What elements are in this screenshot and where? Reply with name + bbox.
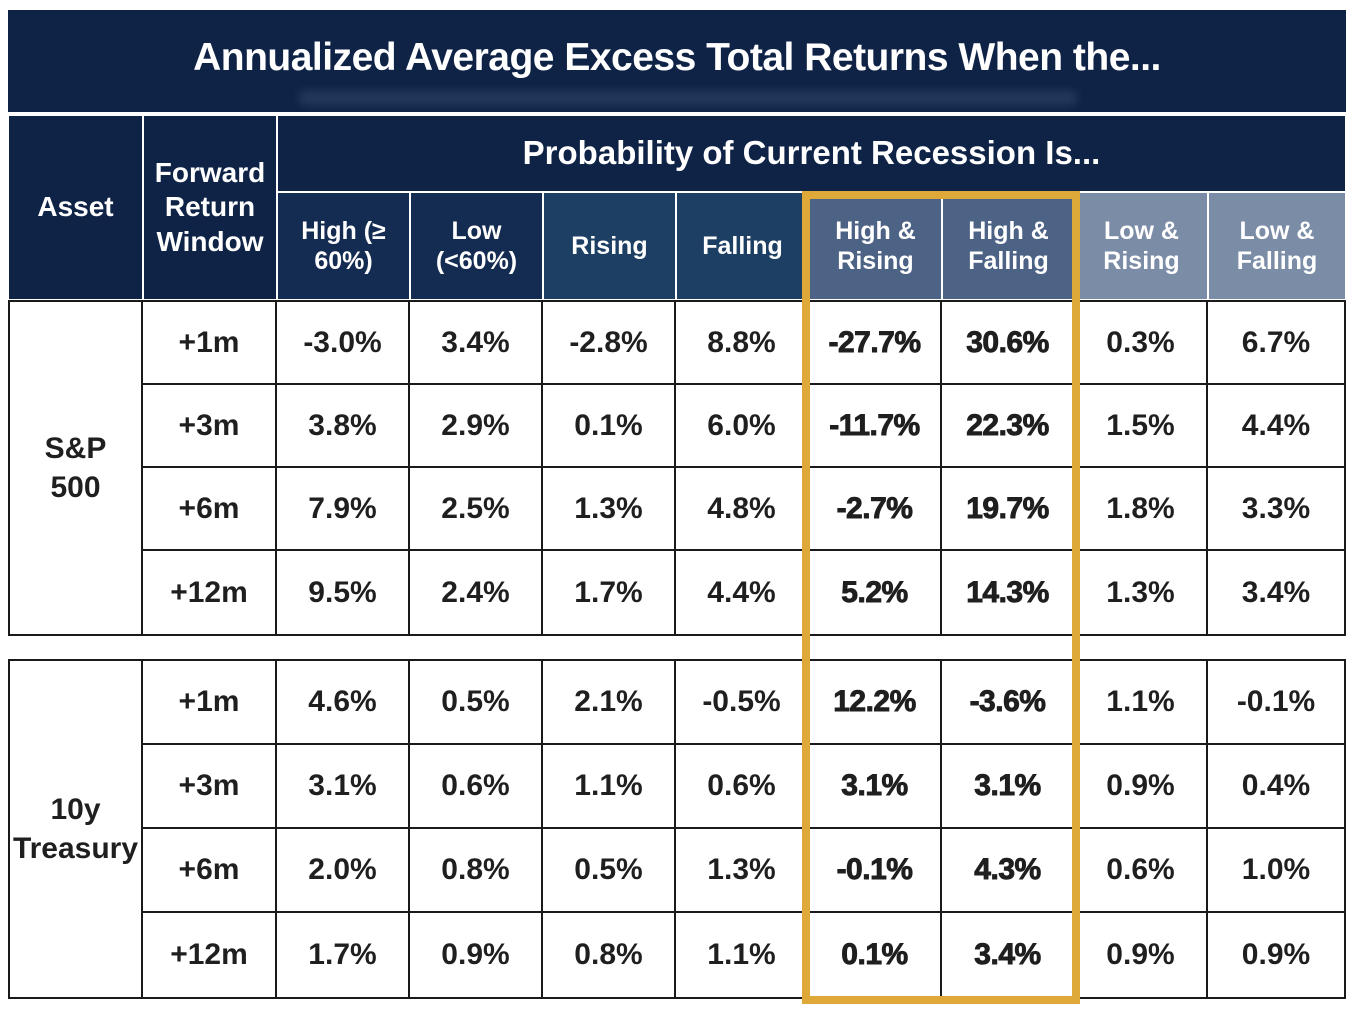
value-cell: 0.9% bbox=[410, 913, 543, 997]
value-cell: 2.4% bbox=[410, 551, 543, 634]
value-cell: 1.1% bbox=[676, 913, 809, 997]
value-cell: 7.9% bbox=[277, 468, 410, 551]
value-cell: -2.7% bbox=[809, 468, 942, 551]
forward-window-cell: +6m bbox=[143, 468, 277, 551]
value-cell: 1.1% bbox=[1075, 661, 1208, 745]
value-cell: 3.1% bbox=[277, 745, 410, 829]
sp500-table-block: S&P 500 +1m -3.0% 3.4% -2.8% 8.8% -27.7% 30.6%… bbox=[8, 300, 1346, 636]
forward-window-cell: +12m bbox=[143, 913, 277, 997]
forward-window-cell: +12m bbox=[143, 551, 277, 634]
column-header-low-rising: Low & Rising bbox=[1075, 192, 1208, 300]
forward-window-cell: +3m bbox=[143, 385, 277, 468]
value-cell: 8.8% bbox=[676, 302, 809, 385]
asset-cell-sp500: S&P 500 bbox=[10, 302, 143, 634]
value-cell: 1.5% bbox=[1075, 385, 1208, 468]
value-cell: -0.5% bbox=[676, 661, 809, 745]
value-cell: 2.9% bbox=[410, 385, 543, 468]
value-cell: 14.3% bbox=[942, 551, 1075, 634]
asset-cell-treasury: 10y Treasury bbox=[10, 661, 143, 997]
value-cell: 1.7% bbox=[543, 551, 676, 634]
value-cell: 0.3% bbox=[1075, 302, 1208, 385]
value-cell: 3.4% bbox=[1241, 575, 1311, 609]
value-cell: 3.4% bbox=[942, 913, 1075, 997]
value-cell: 0.8% bbox=[410, 829, 543, 913]
forward-return-window-header: Forward Return Window bbox=[143, 115, 277, 300]
value-cell: 0.5% bbox=[543, 829, 676, 913]
title-band: Annualized Average Excess Total Returns … bbox=[8, 10, 1346, 112]
value-cell: 2.0% bbox=[277, 829, 410, 913]
value-cell: 5.2% bbox=[809, 551, 942, 634]
value-cell: -3.0% bbox=[277, 302, 410, 385]
forward-window-cell: +1m bbox=[143, 661, 277, 745]
value-cell: 4.6% bbox=[277, 661, 410, 745]
value-cell: 3.1% bbox=[942, 745, 1075, 829]
table-header: Asset Forward Return Window Probability … bbox=[8, 115, 1346, 300]
value-cell: -2.8% bbox=[543, 302, 676, 385]
value-cell: 6.7% bbox=[1208, 302, 1344, 385]
value-cell: 12.2% bbox=[809, 661, 942, 745]
column-header-rising: Rising bbox=[543, 192, 676, 300]
forward-window-cell: +1m bbox=[143, 302, 277, 385]
value-cell: -0.1% bbox=[1208, 661, 1344, 745]
value-cell: 1.3% bbox=[676, 829, 809, 913]
value-cell: 19.7% bbox=[942, 468, 1075, 551]
value-cell: 1.1% bbox=[543, 745, 676, 829]
value-cell: 3.4% bbox=[410, 302, 543, 385]
value-cell: 0.6% bbox=[676, 745, 809, 829]
value-cell: 30.6% bbox=[942, 302, 1075, 385]
column-header-high: High (≥ 60%) bbox=[277, 192, 410, 300]
probability-group-header: Probability of Current Recession Is... bbox=[277, 115, 1346, 192]
value-cell: 0.5% bbox=[410, 661, 543, 745]
value-cell: 6.0% bbox=[676, 385, 809, 468]
value-cell: 4.4% bbox=[1208, 385, 1344, 468]
value-cell: 0.1% bbox=[809, 913, 942, 997]
value-cell: 1.0% bbox=[1208, 829, 1344, 913]
value-cell: 4.4% bbox=[676, 551, 809, 634]
value-cell: 0.4% bbox=[1208, 745, 1344, 829]
figure-title: Annualized Average Excess Total Returns … bbox=[193, 36, 1161, 79]
asset-column-header: Asset bbox=[8, 115, 143, 300]
value-cell: 1.3% bbox=[543, 468, 676, 551]
value-cell: 0.1% bbox=[543, 385, 676, 468]
value-cell: 2.1% bbox=[543, 661, 676, 745]
value-cell: 2.5% bbox=[410, 468, 543, 551]
value-cell: -11.7% bbox=[809, 385, 942, 468]
value-cell: -27.7% bbox=[809, 302, 942, 385]
value-cell: -0.1% bbox=[809, 829, 942, 913]
value-cell: -3.6% bbox=[942, 661, 1075, 745]
value-cell: 0.9% bbox=[1075, 745, 1208, 829]
value-cell: 3.8% bbox=[277, 385, 410, 468]
value-cell: 4.3% bbox=[942, 829, 1075, 913]
value-cell: 9.5% bbox=[277, 551, 410, 634]
value-cell: 1.8% bbox=[1075, 468, 1208, 551]
column-header-high-rising: High & Rising bbox=[809, 192, 942, 300]
value-cell: 4.8% bbox=[676, 468, 809, 551]
forward-window-cell: +6m bbox=[143, 829, 277, 913]
value-cell: 0.8% bbox=[543, 913, 676, 997]
value-cell: 22.3% bbox=[942, 385, 1075, 468]
value-cell: 0.6% bbox=[410, 745, 543, 829]
treasury-table-block: 10y Treasury +1m 4.6% 0.5% 2.1% -0.5% 12.2% -3… bbox=[8, 659, 1346, 999]
column-header-falling: Falling bbox=[676, 192, 809, 300]
value-cell: 0.9% bbox=[1241, 938, 1311, 971]
forward-window-cell: +3m bbox=[143, 745, 277, 829]
value-cell: 3.1% bbox=[809, 745, 942, 829]
value-cell: 3.3% bbox=[1208, 468, 1344, 551]
value-cell: 0.9% bbox=[1075, 913, 1208, 997]
value-cell: 1.7% bbox=[277, 913, 410, 997]
value-cell: 1.3% bbox=[1075, 551, 1208, 634]
column-header-low-falling: Low & Falling bbox=[1208, 192, 1346, 300]
column-header-low: Low (<60%) bbox=[410, 192, 543, 300]
column-header-high-falling: High & Falling bbox=[942, 192, 1075, 300]
value-cell: 0.6% bbox=[1075, 829, 1208, 913]
faded-watermark-artifact bbox=[298, 90, 1078, 106]
